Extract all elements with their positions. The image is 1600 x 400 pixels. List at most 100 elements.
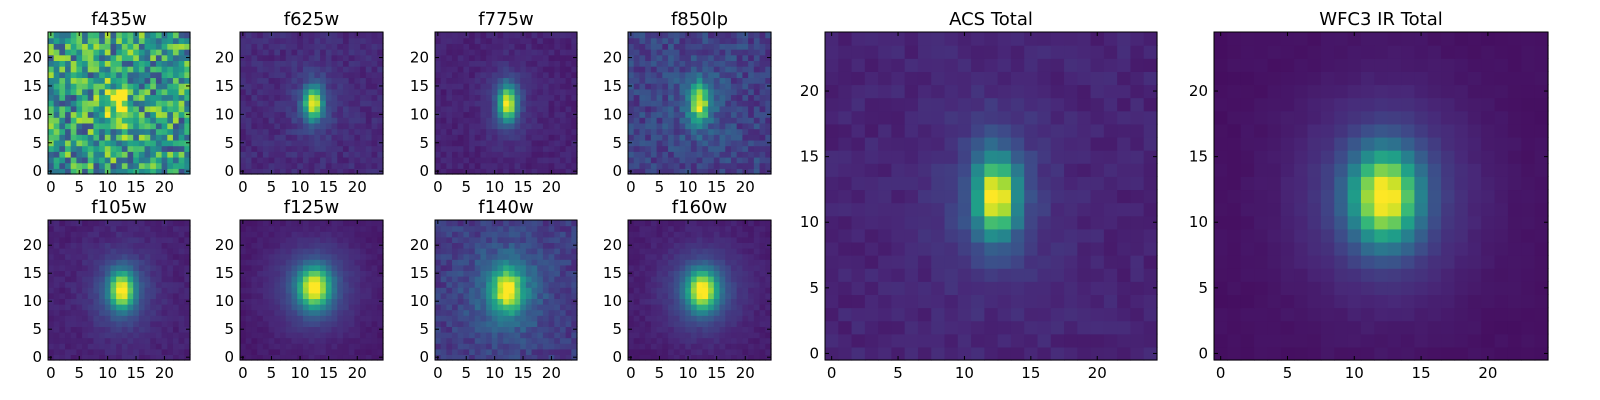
heatmap-cell <box>645 139 652 147</box>
heatmap-cell <box>753 83 761 90</box>
heatmap-cell <box>257 162 264 169</box>
x-tick-label: 10 <box>679 178 698 196</box>
heatmap-cell <box>127 162 134 169</box>
heatmap-cell <box>662 292 669 299</box>
heatmap-cell <box>172 231 180 238</box>
heatmap-cell <box>320 270 327 277</box>
heatmap-cell <box>759 162 766 169</box>
heatmap-cell <box>474 337 482 344</box>
heatmap-cell <box>656 49 663 56</box>
heatmap-cell <box>291 348 298 355</box>
heatmap-cell <box>167 343 174 350</box>
heatmap-cell <box>167 32 174 39</box>
heatmap-cell <box>53 248 60 255</box>
heatmap-cell <box>308 348 315 355</box>
heatmap-cell <box>280 54 287 61</box>
heatmap-cell <box>474 88 482 96</box>
heatmap-cell <box>435 236 442 243</box>
heatmap-cell <box>82 83 89 90</box>
heatmap-cell <box>713 292 721 299</box>
heatmap-cell <box>360 94 367 101</box>
heatmap-cell <box>650 337 658 344</box>
heatmap-cell <box>554 348 561 355</box>
heatmap-cell <box>537 77 544 84</box>
heatmap-cell <box>172 105 180 113</box>
heatmap-cell <box>240 134 247 141</box>
heatmap-cell <box>508 49 516 56</box>
heatmap-cell <box>571 145 578 152</box>
heatmap-cell <box>184 253 191 260</box>
heatmap-cell <box>325 49 333 56</box>
heatmap-cell <box>48 162 55 169</box>
heatmap-cell <box>65 276 72 283</box>
heatmap-cell <box>93 66 100 73</box>
heatmap-cell <box>308 32 315 39</box>
heatmap-cell <box>713 304 721 311</box>
heatmap-cell <box>262 105 270 113</box>
heatmap-cell <box>537 242 544 249</box>
heatmap-cell <box>469 37 476 44</box>
heatmap-cell <box>285 49 293 56</box>
heatmap-cell <box>491 88 499 96</box>
heatmap-cell <box>480 111 487 118</box>
heatmap-cell <box>342 105 350 113</box>
heatmap-cell <box>662 37 669 44</box>
heatmap-cell <box>104 315 112 322</box>
heatmap-cell <box>240 276 247 283</box>
heatmap-cell <box>673 270 681 277</box>
heatmap-cell <box>520 77 527 84</box>
heatmap-cell <box>508 309 516 316</box>
heatmap-cell <box>178 43 185 50</box>
heatmap-cell <box>308 88 315 96</box>
heatmap-cell <box>571 134 578 141</box>
heatmap-cell <box>508 83 516 90</box>
heatmap-cell <box>48 88 55 96</box>
heatmap-cell <box>548 134 555 141</box>
heatmap-cell <box>503 94 510 101</box>
heatmap-cell <box>713 134 721 141</box>
heatmap-cell <box>59 105 66 113</box>
heatmap-cell <box>736 139 743 147</box>
heatmap-cell <box>514 304 521 311</box>
heatmap-cell <box>446 242 453 249</box>
heatmap-cell <box>650 83 658 90</box>
heatmap-cell <box>172 292 180 299</box>
heatmap-cell <box>759 111 766 118</box>
heatmap-cell <box>571 264 578 271</box>
heatmap-cell <box>748 49 755 56</box>
heatmap-cell <box>161 259 168 266</box>
heatmap-cell <box>469 32 476 39</box>
heatmap-cell <box>469 122 476 130</box>
heatmap-cell <box>645 354 652 361</box>
heatmap-cell <box>87 66 95 73</box>
heatmap-cell <box>696 128 703 135</box>
heatmap-cell <box>251 315 258 322</box>
heatmap-cell <box>161 253 168 260</box>
heatmap-cell <box>337 220 344 227</box>
heatmap-cell <box>503 32 510 39</box>
heatmap-cell <box>53 270 60 277</box>
heatmap-cell <box>668 94 675 101</box>
x-tick-label: 0 <box>626 178 636 196</box>
heatmap-cell <box>673 337 681 344</box>
heatmap-cell <box>337 37 344 44</box>
heatmap-cell <box>144 354 151 361</box>
heatmap-cell <box>110 49 117 56</box>
heatmap-cell <box>257 231 264 238</box>
heatmap-cell <box>542 332 550 339</box>
heatmap-cell <box>503 111 510 118</box>
heatmap-cell <box>748 151 755 158</box>
heatmap-cell <box>127 270 134 277</box>
heatmap-cell <box>668 348 675 355</box>
heatmap-cell <box>302 77 310 84</box>
heatmap-cell <box>725 168 732 175</box>
heatmap-cell <box>480 337 487 344</box>
heatmap-cell <box>274 37 281 44</box>
heatmap-cell <box>571 151 578 158</box>
heatmap-cell <box>184 259 191 266</box>
heatmap-cell <box>759 298 766 305</box>
heatmap-cell <box>639 348 646 355</box>
heatmap-cell <box>161 145 168 152</box>
heatmap-cell <box>725 320 732 327</box>
heatmap-cell <box>348 117 355 124</box>
